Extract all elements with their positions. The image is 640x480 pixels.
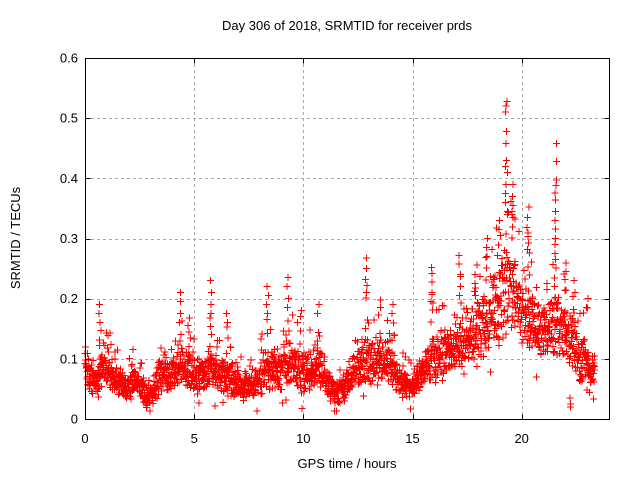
plot-graphics-layer: 0 5 10 15 20 0 0.1 0.2 0.3 0.4 0.5 0.6 [60, 51, 610, 447]
y-tick-label: 0.4 [60, 171, 78, 186]
y-tick-label: 0.3 [60, 231, 78, 246]
chart-title: Day 306 of 2018, SRMTID for receiver prd… [222, 18, 472, 33]
y-tick-label: 0.1 [60, 351, 78, 366]
y-tick-label: 0.5 [60, 111, 78, 126]
axes-border [85, 58, 610, 420]
tick-labels: 0 5 10 15 20 0 0.1 0.2 0.3 0.4 0.5 0.6 [60, 51, 529, 447]
x-axis-label: GPS time / hours [298, 456, 397, 471]
x-tick-label: 15 [405, 431, 419, 446]
y-tick-label: 0 [71, 412, 78, 427]
x-tick-label: 20 [514, 431, 528, 446]
y-tick-label: 0.6 [60, 51, 78, 66]
y-axis-label: SRMTID / TECUs [8, 186, 23, 289]
x-tick-label: 0 [81, 431, 88, 446]
x-tick-label: 5 [191, 431, 198, 446]
y-tick-label: 0.2 [60, 291, 78, 306]
x-tick-label: 10 [296, 431, 310, 446]
data-points [81, 97, 599, 415]
tick-marks [85, 58, 610, 420]
